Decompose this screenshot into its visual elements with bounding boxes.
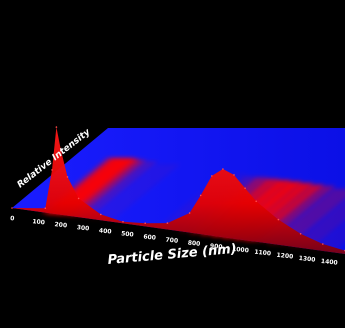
x-tick-label: 1300 (298, 255, 315, 264)
x-tick-label: 0 (10, 215, 15, 222)
data-point (222, 168, 224, 170)
data-point (44, 207, 47, 209)
x-tick-label: 1000 (232, 246, 249, 255)
glow-segment (88, 164, 180, 221)
data-point (166, 222, 169, 224)
data-point (55, 126, 58, 128)
x-tick-label: 500 (121, 230, 134, 238)
x-tick-label: 1200 (276, 252, 293, 261)
x-tick-label: 900 (210, 243, 223, 251)
data-point (66, 176, 69, 178)
data-point (255, 200, 257, 203)
data-point (211, 175, 213, 177)
glow-segment (66, 161, 158, 218)
data-point (188, 212, 191, 214)
x-tick-label: 800 (187, 240, 200, 248)
data-point (100, 213, 102, 216)
x-tick-label: 200 (54, 221, 67, 229)
x-tick-labels: 0 100 200 300 400 500 600 700 800 900 1000 1100 1200… (10, 215, 338, 267)
x-tick-label: 600 (143, 233, 156, 241)
x-tick-label: 100 (32, 218, 45, 226)
data-point (233, 174, 235, 176)
data-point (77, 197, 80, 200)
glow-segment (310, 222, 345, 251)
x-tick-label: 700 (165, 237, 178, 245)
x-tick-label: 400 (99, 227, 112, 235)
data-point (299, 233, 302, 235)
data-point (199, 194, 202, 197)
data-point (51, 169, 53, 171)
data-point (277, 218, 280, 221)
x-axis-label: Particle Size (nm) (107, 242, 237, 268)
intensity-area (12, 127, 345, 254)
intensity-surface (11, 126, 345, 254)
data-point (244, 187, 246, 189)
data-point (144, 222, 146, 224)
data-point (122, 220, 124, 223)
data-point (60, 148, 62, 151)
x-tick-label: 300 (76, 224, 89, 232)
data-point (11, 207, 13, 209)
data-point (322, 243, 324, 245)
x-tick-label: 1100 (254, 249, 271, 258)
x-tick-label: 1400 (321, 258, 338, 267)
